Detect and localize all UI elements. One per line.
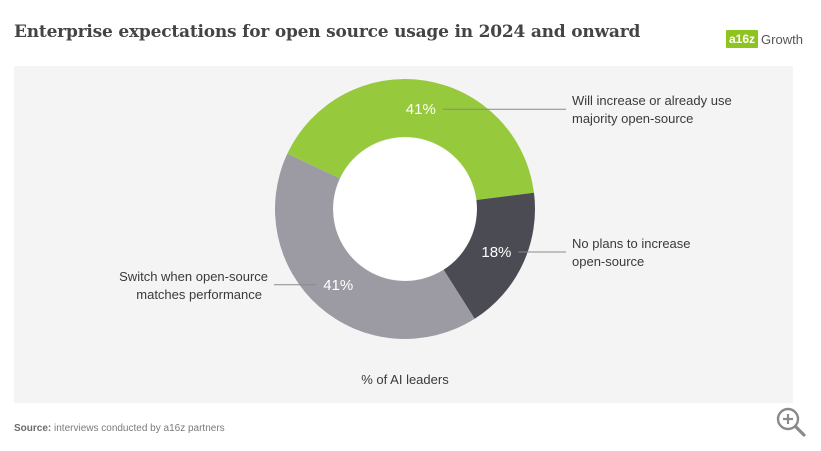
- slice-value-label-1: 18%: [481, 244, 511, 261]
- source-text: interviews conducted by a16z partners: [54, 423, 225, 434]
- chart-xlabel: % of AI leaders: [361, 372, 449, 387]
- slice-category-label-1-line-1: open-source: [572, 254, 644, 269]
- a16z-growth-logo: a16z Growth: [726, 30, 803, 48]
- donut-slice-2: [275, 153, 475, 339]
- slice-category-label-1-line-0: No plans to increase: [572, 236, 691, 251]
- source-note: Source: interviews conducted by a16z par…: [14, 423, 225, 434]
- donut-slice-1: [443, 192, 535, 319]
- chart-title: Enterprise expectations for open source …: [14, 22, 641, 42]
- donut-chart: 41% Will increase or already use majority …: [119, 78, 732, 387]
- slice-value-label-2: 41%: [323, 277, 353, 294]
- slice-category-label-2-line-0: Switch when open-source: [119, 269, 268, 284]
- slice-category-label-0-line-0: Will increase or already use: [572, 93, 732, 108]
- logo-mark: a16z: [726, 30, 759, 48]
- slice-category-label-2-line-1: matches performance: [136, 287, 262, 302]
- chart-panel: 41% Will increase or already use majority …: [14, 66, 793, 403]
- logo-text: Growth: [761, 31, 803, 47]
- donut-hole: [333, 137, 477, 281]
- slice-value-label-0: 41%: [406, 101, 436, 118]
- source-label: Source:: [14, 423, 52, 434]
- zoom-in-icon[interactable]: [774, 405, 808, 444]
- slice-category-label-0-line-1: majority open-source: [572, 111, 693, 126]
